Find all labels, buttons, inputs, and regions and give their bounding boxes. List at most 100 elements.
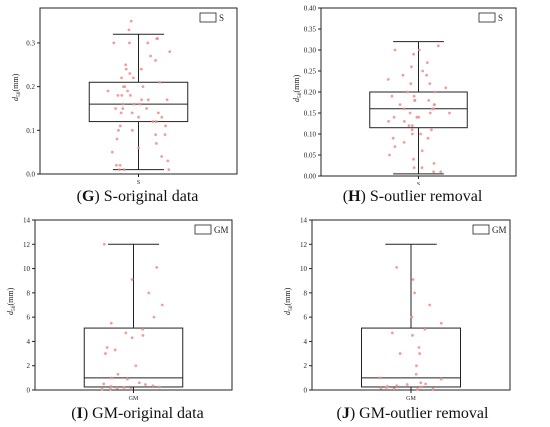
x-tick-label: S (417, 182, 420, 185)
data-point (119, 111, 123, 115)
y-axis-label-unit: (mm) (6, 287, 15, 305)
data-point (393, 145, 397, 149)
data-point (156, 111, 160, 115)
x-tick-label: S (137, 180, 140, 185)
x-tick-label: GM (406, 396, 416, 402)
chart-panel-j: 0 2 4 6 8 10 12 14 d50(mm) GM GM (J) GM-outlier re… (275, 213, 550, 426)
data-point (137, 146, 140, 150)
y-tick-label: 0.2 (26, 83, 35, 91)
data-point (439, 321, 443, 325)
chart-caption-g: (G) S-original data (76, 188, 199, 205)
data-point (164, 124, 168, 128)
y-axis-label: d50(mm) (11, 73, 22, 101)
data-point (146, 41, 150, 45)
y-axis-label-unit: (mm) (292, 74, 301, 92)
y-axis-label-main: d (292, 97, 301, 102)
data-point (105, 346, 109, 349)
data-point (168, 50, 172, 54)
data-point (122, 386, 126, 389)
data-point (407, 124, 411, 127)
y-axis-label-main: d (283, 310, 292, 315)
y-tick-label: 4 (304, 338, 308, 346)
data-point (121, 102, 125, 106)
data-point (432, 107, 436, 111)
y-tick-label: 8 (27, 289, 31, 297)
data-point (431, 387, 435, 391)
data-point (417, 48, 421, 52)
data-point (128, 72, 132, 75)
data-point (420, 149, 424, 153)
data-point (379, 386, 383, 390)
y-tick-label: 8 (304, 289, 308, 297)
data-point (414, 372, 418, 376)
data-point (151, 384, 155, 388)
data-point (117, 128, 120, 132)
data-point (412, 94, 416, 98)
y-tick-label: 0 (304, 387, 308, 395)
data-point (387, 120, 390, 123)
data-point (130, 336, 134, 340)
y-tick-label: 0.3 (26, 39, 35, 47)
chart-svg-h: 0.00 0.05 0.10 0.15 0.20 0.25 0.30 0.35 0.40 d50(… (292, 5, 517, 185)
data-point (124, 63, 128, 67)
data-point (109, 321, 113, 325)
data-point (439, 170, 443, 174)
data-point (102, 242, 106, 246)
y-tick-label: 10 (23, 265, 31, 273)
y-tick-label: 0.35 (304, 26, 317, 34)
data-point (165, 98, 169, 102)
chart-svg-g: 0.0 0.1 0.2 0.3 d50(mm) S S (11, 7, 238, 185)
data-point (393, 48, 397, 52)
chart-svg-j: 0 2 4 6 8 10 12 14 d50(mm) GM GM (283, 217, 511, 402)
data-point (129, 93, 132, 97)
data-point (402, 141, 406, 144)
legend-swatch (472, 224, 490, 235)
legend-label: GM (492, 225, 507, 235)
y-axis-label-main: d (11, 96, 20, 101)
data-point (130, 278, 134, 281)
data-point (124, 67, 128, 71)
data-point (110, 376, 114, 380)
data-point (395, 384, 399, 388)
data-point (100, 387, 104, 391)
legend-swatch (199, 12, 217, 23)
data-point (428, 82, 432, 85)
data-point (104, 352, 107, 355)
data-point (448, 111, 451, 115)
data-point (154, 133, 158, 137)
y-tick-label: 10 (300, 265, 308, 273)
data-point (398, 103, 402, 106)
data-point (113, 348, 117, 352)
iqr-box (361, 327, 461, 388)
data-point (156, 37, 159, 40)
y-tick-label: 6 (27, 314, 31, 322)
data-point (406, 90, 409, 94)
y-axis-label: d50(mm) (283, 287, 294, 315)
data-point (112, 41, 116, 45)
y-axis-label-unit: (mm) (283, 287, 292, 305)
data-point (424, 382, 428, 386)
data-point (420, 166, 424, 170)
data-point (418, 352, 422, 355)
data-point (410, 315, 414, 319)
data-point (152, 315, 156, 319)
y-axis-label-sub: 50 (16, 91, 22, 97)
legend-label: GM (214, 225, 229, 235)
y-tick-label: 12 (23, 241, 31, 249)
data-point (410, 128, 414, 132)
data-point (428, 303, 432, 307)
data-point (141, 327, 145, 331)
data-point (391, 136, 395, 140)
data-point (405, 383, 409, 386)
data-point (137, 115, 140, 119)
data-point (115, 137, 119, 141)
data-point (417, 115, 421, 119)
y-tick-label: 2 (304, 362, 308, 370)
data-point (444, 86, 448, 90)
data-point (419, 381, 423, 385)
data-point (433, 103, 436, 106)
data-point (155, 265, 159, 269)
data-point (415, 364, 418, 368)
data-point (147, 291, 151, 295)
data-point (115, 386, 119, 390)
